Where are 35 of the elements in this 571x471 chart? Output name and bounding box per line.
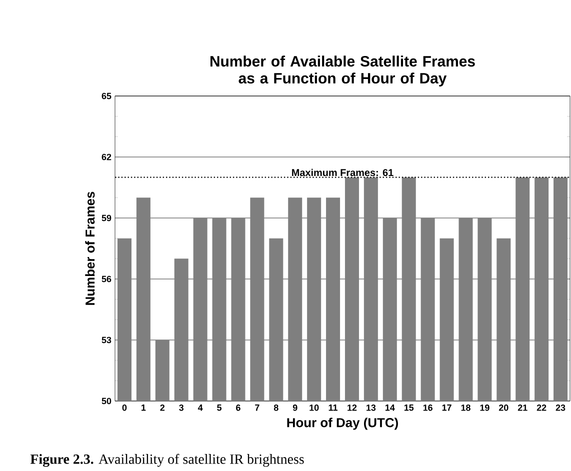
x-tick-label: 2 xyxy=(160,404,165,411)
x-tick-label: 11 xyxy=(328,404,338,411)
x-tick-label: 8 xyxy=(274,404,278,411)
x-tick-label: 14 xyxy=(385,404,395,411)
y-tick-label: 65 xyxy=(102,92,112,100)
x-tick-label: 16 xyxy=(423,404,432,411)
x-tick-label: 4 xyxy=(198,404,203,411)
y-tick-label: 50 xyxy=(102,398,112,404)
x-tick-label: 10 xyxy=(310,404,319,411)
y-tick-label: 59 xyxy=(102,214,112,222)
x-tick-label: 18 xyxy=(461,404,470,411)
x-tick-label: 20 xyxy=(498,404,508,411)
x-tick-label: 7 xyxy=(255,404,260,411)
x-tick-label: 6 xyxy=(236,404,240,411)
x-tick-label: 21 xyxy=(518,404,528,411)
x-tick-label: 9 xyxy=(292,404,298,411)
chart-title: Number of Available Satellite Frames as a Function of Hour of Day xyxy=(210,56,475,86)
y-tick-label: 56 xyxy=(102,276,112,282)
y-tick-label: 53 xyxy=(102,336,112,344)
x-tick-label: 22 xyxy=(536,404,546,411)
x-tick-label: 19 xyxy=(480,404,490,411)
ref-line-label: Maximum Frames: 61 xyxy=(292,168,394,176)
x-tick-label: 13 xyxy=(366,404,376,411)
x-axis-title: Hour of Day (UTC) xyxy=(287,418,398,430)
y-tick-label: 62 xyxy=(102,154,112,160)
x-tick-label: 1 xyxy=(142,404,146,411)
x-tick-label: 17 xyxy=(442,404,452,411)
x-tick-label: 3 xyxy=(179,404,184,411)
x-tick-label: 12 xyxy=(348,404,357,411)
x-tick-label: 23 xyxy=(556,404,566,411)
x-tick-label: 15 xyxy=(404,404,414,411)
x-tick-label: 5 xyxy=(217,404,222,411)
x-tick-label: 0 xyxy=(122,404,127,411)
y-axis-title: Number of Frames xyxy=(85,192,95,305)
text: Figure 2.3. Availability of satellite IR brightness xyxy=(30,454,304,467)
